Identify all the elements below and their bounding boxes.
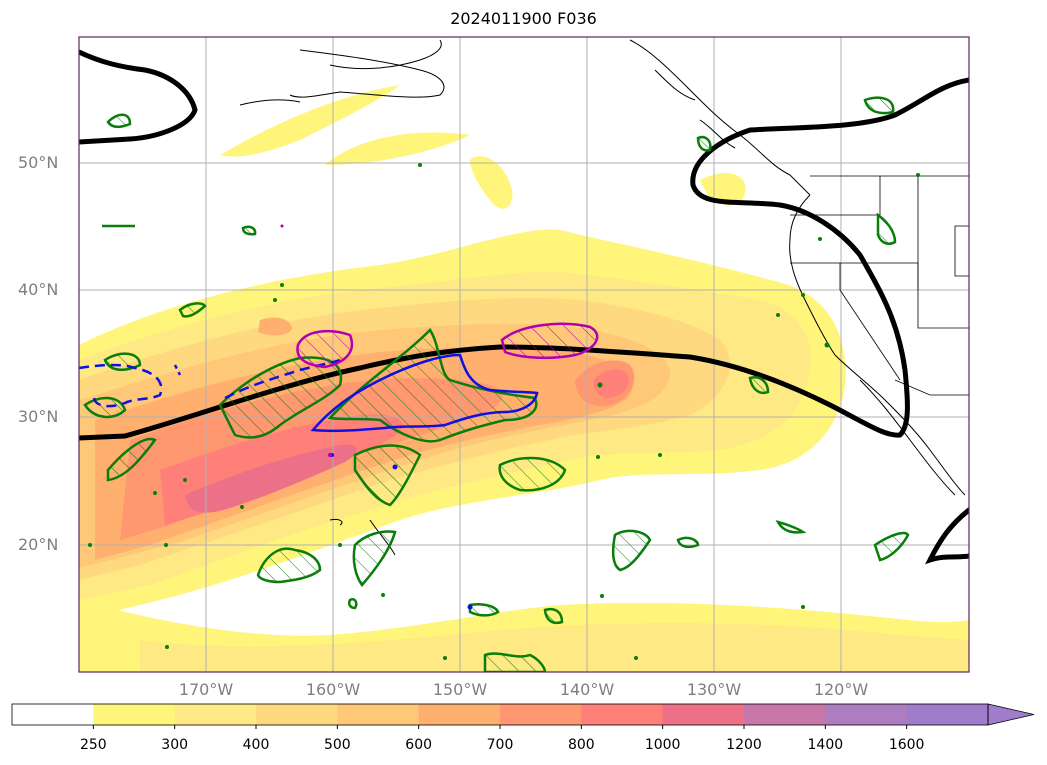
lon-label-150w: 150°W — [432, 680, 488, 699]
colorbar-tick-label: 1400 — [807, 737, 844, 753]
colorbar-segment — [337, 704, 420, 725]
colorbar-tick-label: 700 — [486, 737, 514, 753]
colorbar-tick-label: 500 — [323, 737, 351, 753]
map-title: 2024011900 F036 — [450, 9, 597, 28]
magenta-hatched-contours — [296, 322, 599, 369]
colorbar-tick-label: 1200 — [726, 737, 762, 753]
colorbar-segment — [581, 704, 664, 725]
green-hatched-contours — [83, 96, 910, 672]
colorbar-segment — [418, 704, 501, 725]
colorbar-tick-label: 300 — [161, 737, 189, 753]
lon-label-130w: 130°W — [686, 680, 742, 699]
lat-label-50: 50°N — [18, 153, 59, 172]
colorbar-tick-label: 1000 — [644, 737, 681, 753]
lat-label-20: 20°N — [18, 535, 59, 554]
lat-label-40: 40°N — [18, 280, 59, 299]
colorbar-segment — [256, 704, 338, 725]
lon-label-160w: 160°W — [305, 680, 361, 699]
colorbar-tick-label: 1600 — [888, 737, 925, 753]
lon-label-120w: 120°W — [813, 680, 869, 699]
colorbar-segment — [500, 704, 582, 725]
lat-label-30: 30°N — [18, 407, 59, 426]
colorbar — [11, 703, 1035, 729]
colorbar-tick-label: 250 — [79, 737, 107, 753]
colorbar-segment — [662, 704, 745, 725]
colorbar-segment — [906, 704, 989, 725]
lon-label-170w: 170°W — [178, 680, 234, 699]
colorbar-segment — [825, 704, 908, 725]
coastlines — [239, 39, 966, 556]
filled-shading — [79, 85, 969, 672]
colorbar-tick-label: 800 — [567, 737, 595, 753]
lon-label-140w: 140°W — [559, 680, 615, 699]
colorbar-segment — [93, 704, 176, 725]
colorbar-tick-label: 600 — [405, 737, 433, 753]
colorbar-segment — [744, 704, 826, 725]
colorbar-segment — [174, 704, 257, 725]
colorbar-segment — [12, 704, 94, 725]
jet-axis-lines — [79, 49, 969, 565]
colorbar-tick-label: 400 — [242, 737, 270, 753]
map-frame — [78, 36, 970, 673]
green-dots — [88, 163, 920, 660]
colorbar-extend-arrow — [987, 703, 1035, 726]
